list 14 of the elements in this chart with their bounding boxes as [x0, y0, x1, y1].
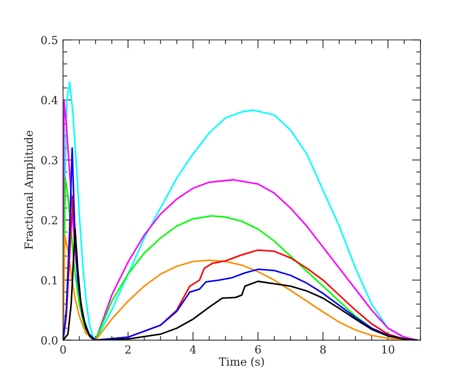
- x-tick-label: 8: [320, 345, 326, 354]
- y-tick-label: 0.0: [41, 336, 58, 345]
- x-tick-label: 6: [255, 345, 261, 354]
- y-tick-label: 0.3: [41, 156, 58, 164]
- x-tick-label: 4: [190, 345, 196, 354]
- y-axis-title: Fractional Amplitude: [24, 130, 35, 250]
- x-axis-title: Time (s): [218, 357, 264, 368]
- y-tick-label: 0.5: [41, 36, 58, 44]
- x-tick-label: 2: [125, 345, 130, 354]
- x-tick-label: 0: [60, 345, 66, 354]
- y-tick-label: 0.2: [41, 216, 58, 224]
- y-tick-label: 0.4: [41, 96, 58, 104]
- y-tick-label: 0.1: [41, 276, 57, 284]
- x-tick-label: 10: [382, 345, 394, 354]
